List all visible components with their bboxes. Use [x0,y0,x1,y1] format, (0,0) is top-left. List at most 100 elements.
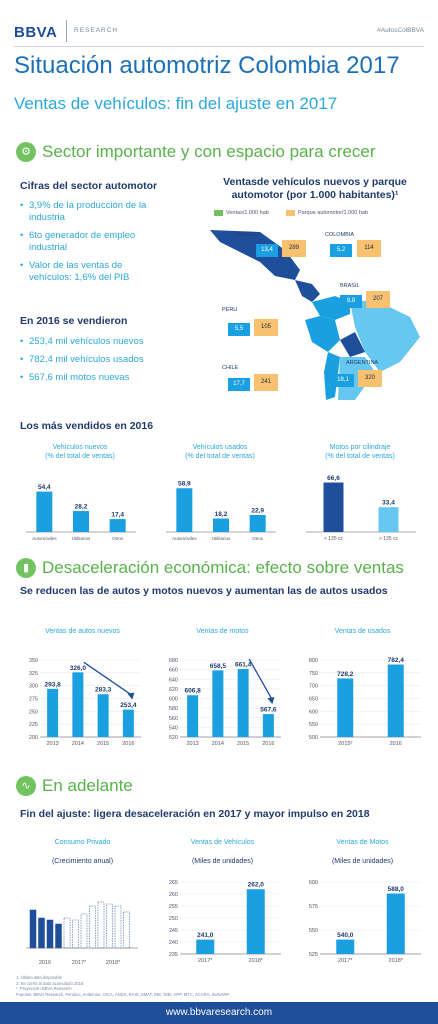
latam-map [210,230,420,400]
footnote: *: Proyección BBVA Research [16,986,72,991]
data-label: 18,2 [215,511,228,518]
gear-icon: ⚙ [16,142,36,162]
map-title: Ventasde vehículos nuevos y parque autom… [223,176,407,201]
category-label: 2014 [72,741,84,747]
footer-url[interactable]: www.bbvaresearch.com [0,1002,438,1024]
bar [80,913,88,949]
bar [262,714,274,737]
bar [337,678,354,737]
category-label: 2018* [249,958,264,964]
bbva-logo: BBVA [14,24,58,41]
category-label: 2017* [338,958,353,964]
group-label: 2018* [106,960,121,966]
y-tick-label: 300 [29,684,38,690]
y-tick-label: 260 [169,892,178,898]
list-item: 253,4 mil vehículos nuevos [20,336,170,348]
bar [47,688,59,737]
bar [109,519,126,532]
section2-title: Desaceleración económica: efecto sobre v… [42,558,404,577]
y-tick-label: 520 [169,735,178,741]
chart-subtitle: (% del total de ventas) [45,453,115,460]
y-tick-label: 255 [169,904,178,910]
value-ventas-peru: 5,5 [228,323,250,336]
section1-title: Sector importante y con espacio para cre… [42,142,376,161]
group-label: 2016 [39,960,51,966]
bar [213,518,229,532]
chart-title: Consumo Privado [54,839,111,846]
list-item: 3,9% de la producción de la industria [20,200,150,224]
y-tick-label: 640 [169,677,178,683]
country-label-colombia: COLOMBIA [325,232,355,238]
chart-icon: ▮ [16,558,36,578]
chart-subtitle: (Miles de unidades) [331,858,394,865]
bar [29,909,37,949]
chart-autos-nuevos: 200 225 250 275 300 325 350 293,8 2013 326,0 2014 2… [29,658,141,747]
category-label: 2015 [97,741,109,747]
country-label-brasil: BRASIL [340,283,360,289]
value-parque-colombia: 114 [357,240,381,257]
y-tick-label: 240 [169,940,178,946]
data-label: 728,2 [337,671,354,678]
list-item: 782,4 mil vehículos usados [20,354,170,366]
chart-motos-proy: 525 550 575 600 540,0 2017* 588,0 2018* [309,880,421,964]
legend-parque: Parque automotor/1.000 hab [298,210,369,216]
data-label: 33,4 [382,500,395,507]
header-line [14,46,424,47]
chart-subtitle: (Miles de unidades) [191,858,254,865]
footnotes: 1: Último dato disponible 2: Se corrió a… [16,975,416,997]
list-item: 6to generador de empleo industrial [20,230,150,254]
value-parque-peru: 105 [254,319,278,336]
bar [46,919,54,949]
bar [97,694,109,737]
value-parque-argentina: 320 [358,370,382,387]
y-tick-label: 660 [169,668,178,674]
y-tick-label: 350 [29,658,38,664]
y-tick-label: 245 [169,928,178,934]
chart-consumo: 2016 2017* 2018* [26,901,138,966]
value-parque-brasil: 207 [366,291,390,308]
research-label: RESEARCH [74,27,119,34]
hashtag: #AutosColBBVA [377,27,424,34]
y-tick-label: 225 [29,722,38,728]
y-tick-label: 750 [309,671,318,677]
ventas-2016-title: En 2016 se vendieron [20,315,128,327]
bar [386,893,405,954]
bar [196,939,215,954]
y-tick-label: 580 [169,706,178,712]
chart-subtitle: (% del total de ventas) [185,453,255,460]
category-label: 2017* [198,958,213,964]
arrow-head [127,692,135,700]
bar [237,668,249,737]
y-tick-label: 265 [169,880,178,886]
bar [38,917,45,949]
category-label: 2014 [212,741,224,747]
value-ventas-argentina: 18,1 [332,374,354,387]
chart-title: Ventas de autos nuevos [45,628,120,635]
mas-vendidos-title: Los más vendidos en 2016 [20,420,154,432]
footnote: 1: Último dato disponible [16,975,62,980]
y-tick-label: 540 [169,725,178,731]
value-ventas-colombia: 5,2 [330,244,352,257]
country-label-chile: CHILE [222,365,239,371]
data-label: 17,4 [111,512,124,519]
legend-swatch-ventas [214,210,223,216]
data-label: 54,4 [38,484,51,491]
cifras-title: Cifras del sector automotor [20,180,158,192]
data-label: 22,9 [251,507,264,514]
y-tick-label: 235 [169,952,178,958]
y-tick-label: 200 [29,735,38,741]
bar [97,901,105,949]
section2-subtitle: Se reducen las de autos y motos nuevos y… [20,585,388,597]
y-tick-label: 680 [169,658,178,664]
bar [378,507,399,532]
value-ventas-mexico: 13,4 [256,244,278,257]
bar [246,889,265,954]
value-parque-chile: 241 [254,374,278,391]
y-tick-label: 620 [169,687,178,693]
chart-title: Vehículos nuevos [52,444,108,451]
category-label: Utilitarios [72,536,91,541]
chart-title: Ventas de usados [334,628,391,635]
bar [249,514,266,532]
arrow-head [267,697,275,705]
data-label: 540,0 [337,932,354,939]
